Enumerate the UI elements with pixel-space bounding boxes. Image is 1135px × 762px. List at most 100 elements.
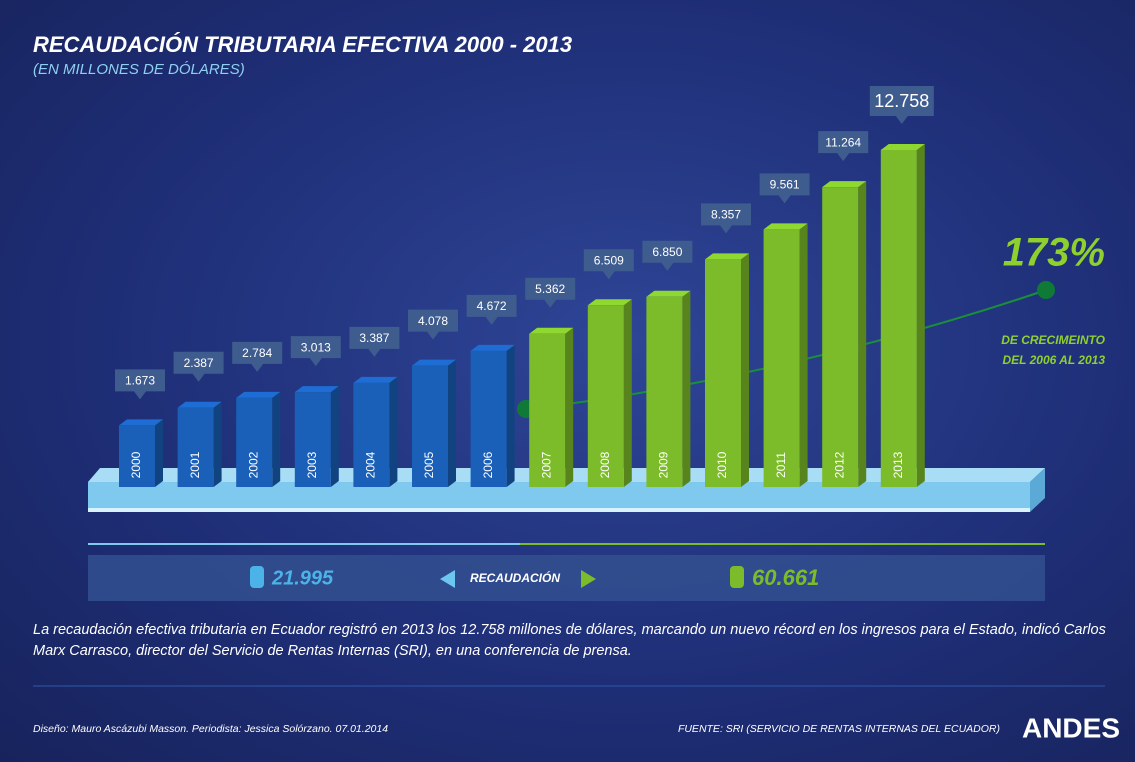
bar [587, 305, 624, 487]
bar-side [565, 327, 574, 487]
bar-top [880, 144, 925, 150]
label-box [173, 351, 224, 382]
bar [353, 382, 390, 487]
bar-side [330, 386, 339, 487]
x-tick-label: 2000 [129, 451, 143, 478]
bar-side [155, 419, 163, 487]
data-label: 5.362 [535, 282, 565, 296]
data-label: 4.672 [477, 299, 507, 313]
label-box [408, 309, 458, 340]
bar [177, 407, 214, 487]
growth-value: 173% [1003, 231, 1105, 275]
bar-top [646, 290, 691, 297]
data-label: 9.561 [770, 178, 800, 192]
data-label: 12.758 [874, 91, 929, 111]
label-box [349, 326, 400, 357]
platform-side [1030, 468, 1045, 512]
data-label: 6.850 [652, 245, 682, 259]
bar-top [705, 253, 749, 260]
bar-top [529, 327, 574, 334]
data-label: 8.357 [711, 208, 741, 222]
x-tick-label: 2013 [891, 451, 905, 478]
bar-side [858, 181, 867, 487]
bar [236, 397, 273, 487]
bar-side [213, 401, 222, 487]
arrow-right [581, 570, 596, 588]
bar-top [236, 391, 281, 398]
growth-text: DE CRECIMEINTO [1001, 333, 1105, 347]
x-tick-label: 2001 [188, 451, 202, 478]
bar-side [506, 344, 515, 487]
x-tick-label: 2005 [422, 451, 436, 478]
bar-side [741, 253, 749, 487]
bar-top [294, 386, 339, 393]
bar-top [412, 359, 456, 366]
brand: ANDES [1022, 712, 1120, 743]
bar [646, 296, 683, 487]
bar [763, 229, 800, 488]
label-box [759, 173, 810, 204]
bar-side [799, 223, 808, 488]
bar-side [272, 391, 281, 487]
platform-edge [88, 508, 1030, 512]
growth-dot [1037, 281, 1055, 299]
label-box [232, 341, 283, 372]
subtitle: (EN MILLONES DE DÓLARES) [33, 61, 245, 78]
summary-band [88, 555, 1045, 601]
bar [412, 365, 448, 487]
data-label: 3.013 [301, 340, 331, 354]
description: La recaudación efectiva tributaria en Ec… [33, 622, 1106, 659]
money-icon [730, 566, 744, 588]
data-label: 11.264 [825, 135, 861, 149]
bar [880, 150, 917, 487]
arrow-left [440, 570, 455, 588]
summary-right: 60.661 [752, 565, 819, 590]
bar-side [682, 290, 691, 487]
bar [119, 425, 155, 487]
bar-top [763, 223, 808, 230]
bar-top [177, 401, 222, 408]
bar [529, 333, 566, 487]
bar-top [822, 181, 867, 188]
x-tick-label: 2006 [481, 451, 495, 478]
x-tick-label: 2003 [305, 451, 319, 478]
x-tick-label: 2009 [657, 451, 671, 478]
bar-top [470, 344, 515, 351]
data-label: 2.784 [242, 346, 272, 360]
x-tick-label: 2008 [598, 451, 612, 478]
data-label: 4.078 [418, 314, 448, 328]
bar [470, 350, 507, 487]
bar-side [623, 299, 632, 487]
x-tick-label: 2011 [774, 452, 788, 478]
label-box [290, 336, 341, 367]
data-label: 1.673 [125, 374, 155, 388]
label-box [869, 86, 934, 124]
data-label: 3.387 [359, 331, 389, 345]
money-icon [250, 566, 264, 588]
label-box [701, 203, 751, 234]
bar-top [353, 376, 398, 383]
bar [705, 259, 741, 487]
bar [294, 392, 331, 487]
source: FUENTE: SRI (SERVICIO DE RENTAS INTERNAS… [678, 723, 1000, 735]
label-box [466, 294, 517, 325]
x-tick-label: 2010 [715, 451, 729, 478]
bar-top [587, 299, 632, 306]
bar-side [916, 144, 925, 487]
credits: Diseño: Mauro Ascázubi Masson. Periodist… [33, 723, 388, 735]
chart-title: RECAUDACIÓN TRIBUTARIA EFECTIVA 2000 - 2… [33, 32, 572, 57]
label-box [115, 369, 165, 400]
bar-side [389, 376, 398, 487]
bar [822, 187, 859, 487]
label-box [583, 249, 634, 280]
growth-text: DEL 2006 AL 2013 [1002, 353, 1105, 367]
summary-label: RECAUDACIÓN [470, 570, 560, 585]
label-box [525, 277, 576, 308]
summary-left: 21.995 [271, 567, 334, 589]
x-tick-label: 2012 [832, 451, 846, 478]
bar-top [119, 419, 163, 426]
data-label: 2.387 [184, 356, 214, 370]
label-box [642, 240, 693, 271]
